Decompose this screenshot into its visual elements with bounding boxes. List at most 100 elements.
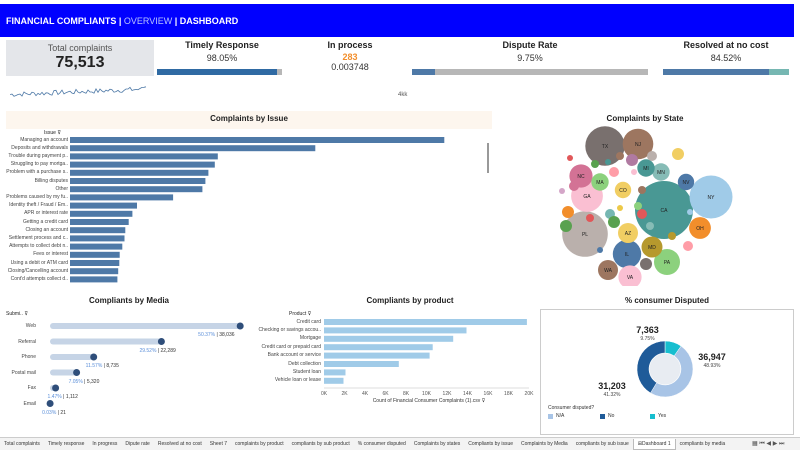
state-bubble-small[interactable] [637, 209, 647, 219]
media-bar[interactable] [50, 338, 162, 345]
sheet-tab[interactable]: Timely response [44, 441, 89, 447]
state-bubble-small[interactable] [683, 241, 693, 251]
state-bubble-small[interactable] [560, 220, 572, 232]
issue-bar[interactable] [70, 227, 126, 234]
sheet-tab[interactable]: Total complaints [0, 441, 44, 447]
state-bubble-small[interactable] [609, 167, 619, 177]
donut-slice-na[interactable] [650, 345, 694, 398]
media-dot[interactable] [236, 322, 244, 330]
issue-bar[interactable] [70, 153, 218, 160]
filter-icon[interactable]: ⊽ [57, 130, 62, 136]
sheet-tab[interactable]: compliants by media [676, 441, 730, 447]
state-bubble-az[interactable]: AZ [618, 223, 638, 243]
state-bubble-ny[interactable]: NY [689, 175, 733, 219]
issue-bar-chart[interactable] [70, 136, 490, 288]
media-bar[interactable] [50, 369, 77, 376]
issue-bar[interactable] [70, 260, 120, 266]
product-bar[interactable] [324, 319, 527, 325]
filter-icon[interactable]: ⊽ [24, 311, 29, 317]
issue-bar[interactable] [70, 268, 119, 275]
product-bar[interactable] [324, 369, 346, 376]
issue-bar[interactable] [70, 194, 174, 201]
state-bubble-small[interactable] [559, 188, 565, 194]
media-dot[interactable] [52, 384, 60, 392]
sheet-tab[interactable]: Compliants by issue [464, 441, 517, 447]
state-bubble-small[interactable] [586, 214, 594, 222]
sheet-tab[interactable]: Dipute rate [121, 441, 153, 447]
header-dashboard-link[interactable]: DASHBOARD [179, 15, 239, 26]
media-bar[interactable] [50, 323, 241, 329]
media-dot[interactable] [73, 369, 81, 376]
media-dot[interactable] [90, 353, 98, 361]
issue-bar[interactable] [70, 251, 120, 258]
state-bubble-small[interactable] [626, 154, 638, 166]
sheet-tab[interactable]: complaints by product [231, 441, 288, 447]
issue-bar[interactable] [70, 210, 133, 217]
state-bubble-small[interactable] [591, 160, 599, 168]
state-bubble-small[interactable] [631, 169, 637, 175]
state-bubble-pa[interactable]: PA [654, 249, 680, 275]
product-bar[interactable] [324, 377, 344, 384]
state-bubble-mn[interactable]: MN [652, 163, 670, 181]
issue-bar[interactable] [70, 202, 137, 209]
media-lollipop-chart[interactable] [40, 318, 260, 414]
issue-bar[interactable] [70, 161, 215, 168]
state-bubble-small[interactable] [687, 209, 693, 215]
state-bubble-tx[interactable]: TX [585, 126, 625, 166]
issue-bar[interactable] [70, 145, 316, 152]
sheet-tab[interactable]: ⊞ Dashboard 1 [632, 438, 676, 450]
sheet-tab[interactable]: % consumer disputed [354, 441, 410, 447]
total-complaints-sparkline[interactable] [10, 82, 150, 104]
issue-bar[interactable] [70, 219, 129, 225]
state-bubble-small[interactable] [668, 232, 676, 240]
state-bubble-md[interactable]: MD [641, 236, 663, 258]
legend-item-no[interactable]: No [600, 413, 614, 419]
first-sheet-icon[interactable]: ⏮ [759, 441, 765, 447]
media-bar[interactable] [50, 354, 94, 360]
state-bubble-small[interactable] [569, 181, 579, 191]
state-bubble-small[interactable] [567, 155, 573, 161]
sheet-tab[interactable]: Complaints by Media [517, 441, 572, 447]
media-dot[interactable] [157, 338, 165, 345]
state-bubble-nv[interactable]: NV [677, 173, 695, 191]
product-bar[interactable] [324, 335, 454, 342]
sheet-tab[interactable]: compliants by sub issue [572, 441, 633, 447]
state-bubble-chart[interactable]: CA TX PL NY NJ GA IL PA OH VA MD WA AZ NC MN MI CO MA NV [550, 126, 740, 286]
issue-bar[interactable] [70, 169, 209, 176]
state-bubble-small[interactable] [640, 258, 652, 270]
issue-bar[interactable] [70, 243, 123, 250]
legend-item-na[interactable]: N/A [548, 413, 564, 419]
sheet-tab[interactable]: compliants by sub product [288, 441, 354, 447]
next-sheet-icon[interactable]: ▶ [772, 441, 778, 447]
state-bubble-oh[interactable]: OH [689, 217, 711, 239]
issue-bar[interactable] [70, 235, 125, 242]
issue-bar[interactable] [70, 178, 206, 184]
filter-icon[interactable]: ⊽ [481, 398, 486, 404]
state-bubble-va[interactable]: VA [618, 265, 642, 286]
state-bubble-small[interactable] [608, 216, 620, 228]
product-bar-chart[interactable] [324, 318, 536, 390]
sheet-tab[interactable]: Resolved at no cost [154, 441, 206, 447]
product-bar[interactable] [324, 344, 433, 351]
donut-slice-no[interactable] [636, 340, 666, 394]
state-bubble-wa[interactable]: WA [598, 260, 618, 280]
header-overview-link[interactable]: OVERVIEW [123, 15, 173, 26]
product-bar[interactable] [324, 352, 430, 359]
legend-item-yes[interactable]: Yes [650, 413, 666, 419]
state-bubble-nj[interactable]: NJ [622, 128, 654, 160]
state-bubble-small[interactable] [562, 206, 574, 218]
grid-view-icon[interactable]: ▦ [752, 441, 758, 447]
state-bubble-co[interactable]: CO [614, 181, 632, 199]
state-bubble-small[interactable] [647, 151, 657, 161]
issue-bar[interactable] [70, 137, 445, 143]
state-bubble-small[interactable] [616, 152, 624, 160]
state-bubble-small[interactable] [634, 202, 642, 210]
issue-bar[interactable] [70, 186, 203, 193]
kpi-in-process[interactable]: In process 283 0.003748 [300, 40, 400, 76]
issue-bar[interactable] [70, 276, 118, 283]
kpi-timely-response[interactable]: Timely Response 98.05% [157, 40, 287, 76]
issue-chart-scrollbar[interactable] [487, 143, 489, 173]
state-bubble-small[interactable] [646, 222, 654, 230]
state-bubble-small[interactable] [605, 159, 611, 165]
last-sheet-icon[interactable]: ⏭ [779, 441, 785, 447]
